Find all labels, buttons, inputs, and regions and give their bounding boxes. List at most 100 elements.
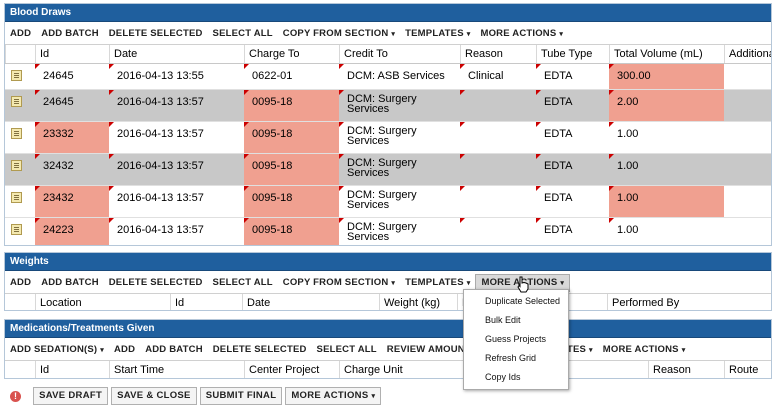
cell-reason[interactable] <box>460 218 536 245</box>
cell-tube[interactable]: EDTA <box>536 186 609 217</box>
delete-selected-button[interactable]: DELETE SELECTED <box>104 274 208 292</box>
table-row[interactable]: 24645 2016-04-13 13:57 0095-18 DCM: Surgery… <box>5 90 771 122</box>
templates-button[interactable]: TEMPLATES▾ <box>400 274 475 292</box>
menu-item-guess-projects[interactable]: Guess Projects <box>485 334 547 344</box>
add-batch-button[interactable]: ADD BATCH <box>140 341 208 359</box>
cell-credit[interactable]: DCM: Surgery Services <box>339 154 460 185</box>
copy-from-section-button[interactable]: COPY FROM SECTION ▾ <box>278 274 400 292</box>
cell-charge[interactable]: 0095-18 <box>244 218 339 245</box>
cell-credit[interactable]: DCM: Surgery Services <box>339 90 460 121</box>
cell-date[interactable]: 2016-04-13 13:57 <box>109 218 244 245</box>
delete-selected-button[interactable]: DELETE SELECTED <box>104 25 208 43</box>
select-all-button[interactable]: SELECT ALL <box>208 25 278 43</box>
menu-item-duplicate-selected[interactable]: Duplicate Selected <box>485 296 561 306</box>
cell-id[interactable]: 24645 <box>35 90 109 121</box>
column-header-charge-unit[interactable]: Charge Unit <box>339 361 648 378</box>
cell-tube[interactable]: EDTA <box>536 64 609 89</box>
cell-id[interactable]: 23432 <box>35 186 109 217</box>
menu-item-copy-ids[interactable]: Copy Ids <box>485 372 521 382</box>
save-close-button[interactable]: SAVE & CLOSE <box>111 387 197 405</box>
cell-charge[interactable]: 0095-18 <box>244 186 339 217</box>
cell-charge[interactable]: 0095-18 <box>244 90 339 121</box>
column-header-total-volume-ml[interactable]: Total Volume (mL) <box>609 45 724 63</box>
cell-volume[interactable]: 2.00 <box>609 90 724 121</box>
cell-id[interactable]: 24645 <box>35 64 109 89</box>
column-header-charge-to[interactable]: Charge To <box>244 45 339 63</box>
column-header-performed-by[interactable]: Performed By <box>607 294 771 310</box>
cell-credit[interactable]: DCM: Surgery Services <box>339 186 460 217</box>
table-row[interactable]: 23332 2016-04-13 13:57 0095-18 DCM: Surgery… <box>5 122 771 154</box>
edit-row-icon[interactable] <box>11 70 22 81</box>
column-header-route[interactable]: Route <box>724 361 771 378</box>
save-draft-button[interactable]: SAVE DRAFT <box>33 387 109 405</box>
column-header-date[interactable]: Date <box>242 294 379 310</box>
cell-reason[interactable] <box>460 90 536 121</box>
cell-volume[interactable]: 1.00 <box>609 154 724 185</box>
cell-id[interactable]: 24223 <box>35 218 109 245</box>
review-amount-button[interactable]: REVIEW AMOUNT <box>382 341 476 359</box>
cell-date[interactable]: 2016-04-13 13:57 <box>109 90 244 121</box>
cell-tube[interactable]: EDTA <box>536 154 609 185</box>
column-header-id[interactable]: Id <box>35 45 109 63</box>
cell-reason[interactable] <box>460 154 536 185</box>
cell-date[interactable]: 2016-04-13 13:57 <box>109 122 244 153</box>
column-header-id[interactable]: Id <box>35 361 109 378</box>
more-actions-button[interactable]: MORE ACTIONS ▾ <box>475 25 568 43</box>
cell-credit[interactable]: DCM: ASB Services <box>339 64 460 89</box>
menu-item-refresh-grid[interactable]: Refresh Grid <box>485 353 537 363</box>
column-header-date[interactable]: Date <box>109 45 244 63</box>
cell-id[interactable]: 23332 <box>35 122 109 153</box>
table-row[interactable]: 24645 2016-04-13 13:55 0622-01 DCM: ASB Ser… <box>5 64 771 90</box>
edit-row-icon[interactable] <box>11 96 22 107</box>
cell-reason[interactable]: Clinical <box>460 64 536 89</box>
cell-volume[interactable]: 1.00 <box>609 218 724 245</box>
table-row[interactable]: 23432 2016-04-13 13:57 0095-18 DCM: Surgery… <box>5 186 771 218</box>
add-button[interactable]: ADD <box>109 341 140 359</box>
cell-volume[interactable]: 300.00 <box>609 64 724 89</box>
templates-button[interactable]: TEMPLATES▾ <box>400 25 475 43</box>
cell-charge[interactable]: 0622-01 <box>244 64 339 89</box>
column-header-select[interactable] <box>5 45 35 63</box>
table-row[interactable]: 24223 2016-04-13 13:57 0095-18 DCM: Surgery… <box>5 218 771 245</box>
select-all-button[interactable]: SELECT ALL <box>312 341 382 359</box>
edit-row-icon[interactable] <box>11 224 22 235</box>
column-header-id[interactable]: Id <box>170 294 242 310</box>
cell-charge[interactable]: 0095-18 <box>244 122 339 153</box>
cell-id[interactable]: 32432 <box>35 154 109 185</box>
cell-reason[interactable] <box>460 186 536 217</box>
column-header-center-project[interactable]: Center Project <box>244 361 339 378</box>
table-row[interactable]: 32432 2016-04-13 13:57 0095-18 DCM: Surgery… <box>5 154 771 186</box>
cell-volume[interactable]: 1.00 <box>609 186 724 217</box>
edit-row-icon[interactable] <box>11 160 22 171</box>
cell-tube[interactable]: EDTA <box>536 218 609 245</box>
add-batch-button[interactable]: ADD BATCH <box>36 274 104 292</box>
cell-volume[interactable]: 1.00 <box>609 122 724 153</box>
edit-row-icon[interactable] <box>11 128 22 139</box>
column-header-reason[interactable]: Reason <box>460 45 536 63</box>
delete-selected-button[interactable]: DELETE SELECTED <box>208 341 312 359</box>
more-actions-button[interactable]: MORE ACTIONS ▾ <box>598 341 691 359</box>
column-header-reason[interactable]: Reason <box>648 361 724 378</box>
add-button[interactable]: ADD <box>5 274 36 292</box>
menu-item-bulk-edit[interactable]: Bulk Edit <box>485 315 521 325</box>
cell-tube[interactable]: EDTA <box>536 122 609 153</box>
column-header-weight-kg[interactable]: Weight (kg) <box>379 294 457 310</box>
more-actions-button[interactable]: MORE ACTIONS ▾ <box>285 387 382 405</box>
cell-credit[interactable]: DCM: Surgery Services <box>339 218 460 245</box>
add-button[interactable]: ADD <box>5 25 36 43</box>
add-sedation-s-button[interactable]: ADD SEDATION(S) ▾ <box>5 341 109 359</box>
select-all-button[interactable]: SELECT ALL <box>208 274 278 292</box>
cell-date[interactable]: 2016-04-13 13:55 <box>109 64 244 89</box>
copy-from-section-button[interactable]: COPY FROM SECTION ▾ <box>278 25 400 43</box>
column-header-start-time[interactable]: Start Time <box>109 361 244 378</box>
cell-tube[interactable]: EDTA <box>536 90 609 121</box>
cell-charge[interactable]: 0095-18 <box>244 154 339 185</box>
submit-final-button[interactable]: SUBMIT FINAL <box>199 387 283 405</box>
cell-date[interactable]: 2016-04-13 13:57 <box>109 186 244 217</box>
edit-row-icon[interactable] <box>11 192 22 203</box>
cell-reason[interactable] <box>460 122 536 153</box>
column-header-tube-type[interactable]: Tube Type <box>536 45 609 63</box>
column-header-location[interactable]: Location <box>35 294 170 310</box>
cell-date[interactable]: 2016-04-13 13:57 <box>109 154 244 185</box>
column-header-credit-to[interactable]: Credit To <box>339 45 460 63</box>
